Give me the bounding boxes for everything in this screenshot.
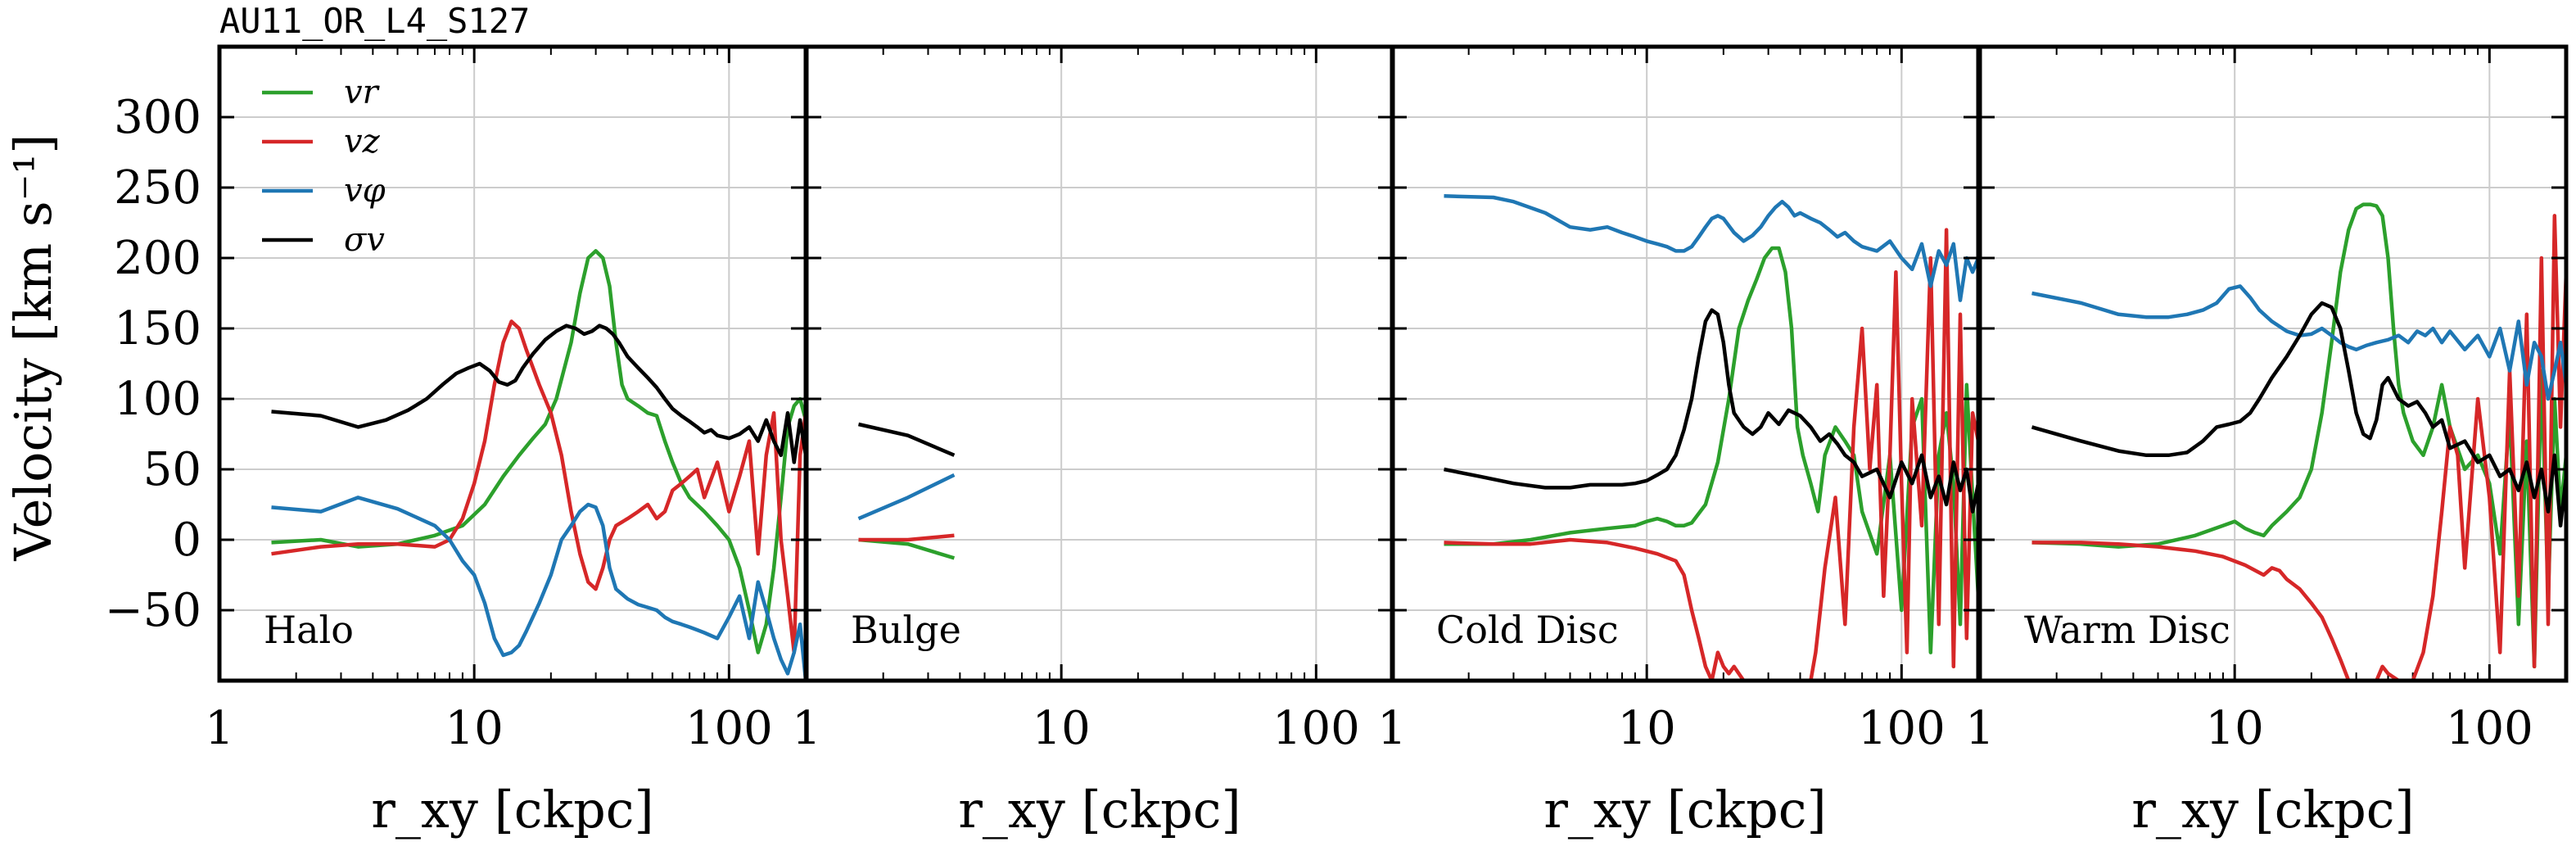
legend: vr vz vφ σv	[262, 74, 386, 259]
series-line-v-phi	[1444, 194, 1978, 302]
series-line-v-z	[858, 533, 955, 542]
series-line-sigma-v	[2031, 301, 2566, 528]
x-tick-label: 100	[2446, 702, 2533, 755]
panel-series	[1444, 194, 1978, 681]
x-tick-label: 1	[1965, 702, 1995, 755]
series-line-v-r	[271, 249, 806, 654]
figure-title: AU11_OR_L4_S127	[219, 1, 530, 41]
x-axis-label: r_xy [ckpc]	[371, 780, 653, 840]
panel-series	[2031, 202, 2566, 681]
series-line-sigma-v	[858, 422, 956, 457]
panel-label: Warm Disc	[2024, 608, 2230, 652]
y-axis-label: Velocity [km s⁻¹]	[3, 134, 63, 562]
series-line-v-r	[1444, 246, 1978, 654]
legend-label-v-r: vr	[344, 74, 381, 111]
panel-warm-disc: 1 10 100 Warm Disc r_xy [ckpc]	[1965, 44, 2569, 840]
legend-label-v-phi: vφ	[344, 172, 386, 210]
panel-bulge: 1 10 100 Bulge r_xy [ckpc]	[792, 44, 1395, 840]
y-tick-label: 50	[143, 443, 201, 496]
y-tick-label: 300	[114, 91, 201, 144]
y-tick-label: 250	[114, 161, 201, 215]
panel-halo: 1 10 100 −50 0 50 100 150 200 250 300 Halo r_xy [ckp…	[105, 44, 808, 840]
y-tick-label: 200	[114, 232, 201, 285]
x-axis-label: r_xy [ckpc]	[2131, 780, 2414, 840]
y-tick-label: 100	[114, 373, 201, 426]
panel-cold-disc: 1 10 100 Cold Disc r_xy [ckpc]	[1377, 44, 1981, 840]
chart-panels: 1 10 100 −50 0 50 100 150 200 250 300 Halo r_xy [ckp…	[105, 44, 2569, 840]
x-tick-label: 10	[445, 702, 504, 755]
x-tick-label: 10	[2206, 702, 2264, 755]
series-line-v-z	[271, 319, 806, 654]
series-line-v-z	[2031, 214, 2566, 681]
panel-label: Bulge	[851, 608, 961, 652]
panel-frame	[804, 44, 1395, 683]
x-tick-label: 10	[1033, 702, 1091, 755]
x-tick-label: 1	[1377, 702, 1407, 755]
series-line-v-r	[2031, 202, 2566, 669]
series-line-v-r	[858, 537, 956, 560]
y-tick-label: −50	[105, 584, 201, 637]
x-tick-label: 1	[792, 702, 821, 755]
series-line-v-z	[1444, 228, 1978, 681]
x-axis-label: r_xy [ckpc]	[1543, 780, 1826, 840]
x-tick-label: 10	[1618, 702, 1676, 755]
x-tick-label: 1	[205, 702, 234, 755]
series-line-sigma-v	[1444, 308, 1978, 514]
y-tick-label: 150	[114, 302, 201, 355]
y-tick-label: 0	[172, 514, 201, 567]
series-line-v-phi	[857, 473, 956, 521]
panel-series	[271, 249, 806, 681]
x-tick-label: 100	[1272, 702, 1360, 755]
panel-frame	[1977, 44, 2569, 683]
series-line-v-phi	[271, 496, 806, 681]
legend-label-sigma-v: σv	[344, 221, 385, 259]
x-tick-label: 100	[685, 702, 773, 755]
series-line-v-phi	[2031, 284, 2566, 401]
x-tick-label: 100	[1858, 702, 1946, 755]
x-axis-label: r_xy [ckpc]	[958, 780, 1241, 840]
legend-label-v-z: vz	[344, 123, 381, 161]
panel-label: Cold Disc	[1436, 608, 1619, 652]
panel-label: Halo	[264, 608, 354, 652]
series-line-sigma-v	[271, 324, 806, 464]
panel-series	[857, 422, 956, 560]
